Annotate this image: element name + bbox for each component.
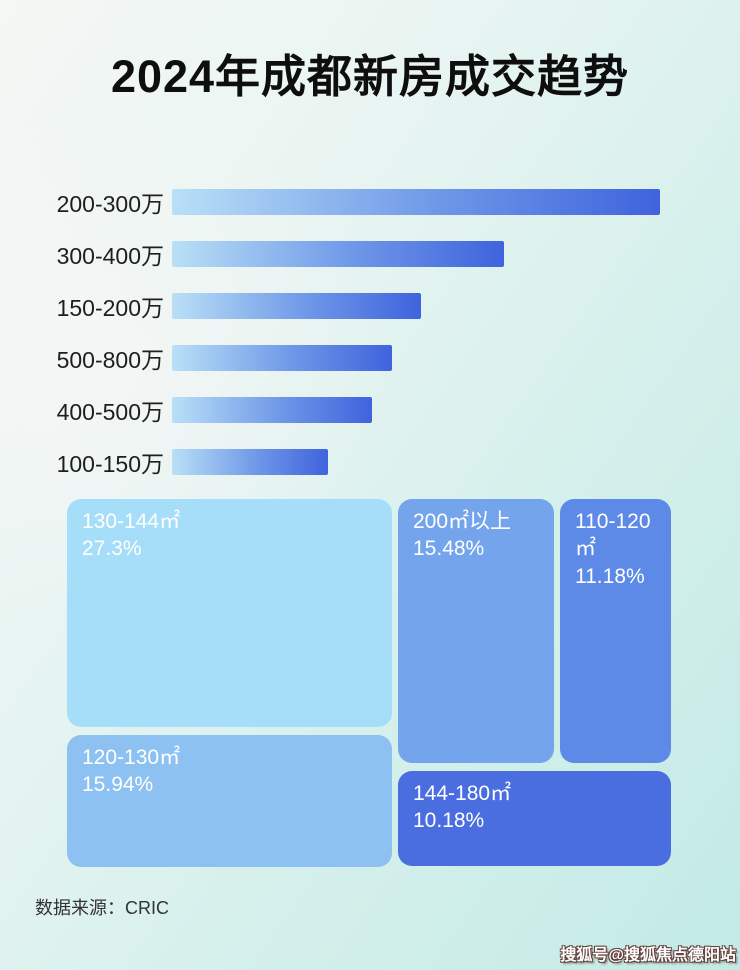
bar-row: 400-500万 [0,384,740,436]
treemap-cell-value: 15.48% [413,537,485,561]
bar-track [172,293,740,319]
treemap-cell-label: 120-130㎡ [82,746,181,769]
treemap-cell: 120-130㎡ 15.94% [67,735,392,867]
bar-row: 500-800万 [0,332,740,384]
page-title: 2024年成都新房成交趋势 [110,51,630,102]
bar-category-label: 200-300万 [56,191,164,217]
bar [172,241,504,267]
data-source-label: 数据来源：CRIC [35,898,169,918]
bar-category-label: 400-500万 [56,399,164,425]
bar-row: 150-200万 [0,280,740,332]
bar-row: 300-400万 [0,228,740,280]
bar [172,293,421,319]
treemap-cell-value: 10.18% [413,809,485,833]
bar [172,345,392,371]
treemap-cell-value: 11.18% [575,564,645,588]
bar-track [172,345,740,371]
treemap-cell-value: 27.3% [82,537,142,561]
treemap-cell: 144-180㎡ 10.18% [398,771,671,866]
bar-row: 100-150万 [0,436,740,488]
bar-category-label: 100-150万 [56,451,164,477]
bar-track [172,449,740,475]
bar-category-label: 150-200万 [56,295,164,321]
price-range-bar-chart: 200-300万 300-400万 150-200万 500-800万 400-500万… [0,176,740,488]
treemap-cell-label: 130-144㎡ [82,510,181,533]
treemap-cell-label: 200㎡以上 [413,510,512,533]
bar [172,449,328,475]
bar-category-label: 500-800万 [56,347,164,373]
watermark-label: 搜狐号@搜狐焦点德阳站 [560,947,736,964]
bar-track [172,189,740,215]
treemap-cell-value: 15.94% [82,773,154,797]
bar-row: 200-300万 [0,176,740,228]
treemap-cell-label: 110-120㎡ [575,510,651,561]
treemap-cell: 110-120㎡ 11.18% [560,499,671,763]
treemap-cell: 130-144㎡ 27.3% [67,499,392,727]
bar-track [172,397,740,423]
treemap-cell-label: 144-180㎡ [413,782,512,805]
bar-category-label: 300-400万 [56,243,164,269]
treemap-cell: 200㎡以上 15.48% [398,499,554,763]
bar [172,397,372,423]
bar [172,189,660,215]
bar-track [172,241,740,267]
